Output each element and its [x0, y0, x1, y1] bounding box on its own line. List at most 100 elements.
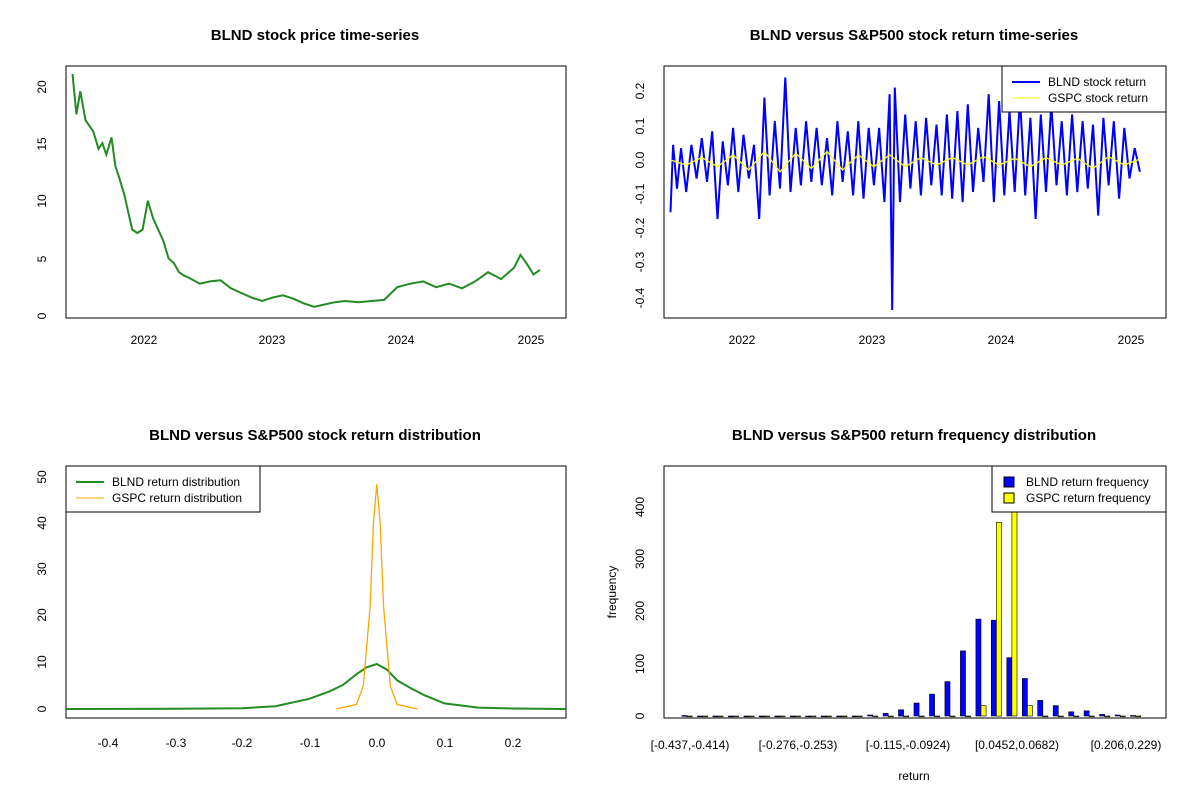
gspc-bar [856, 715, 863, 718]
y-tick-label: 40 [35, 516, 49, 530]
density-x-axis: -0.4 -0.3 -0.2 -0.1 0.0 0.1 0.2 [98, 736, 522, 750]
y-tick-label: -0.1 [633, 183, 647, 204]
gspc-bar [1088, 715, 1095, 718]
y-axis-label: frequency [605, 566, 619, 619]
blnd-bar [1114, 714, 1121, 717]
price-x-axis: 2022 2023 2024 2025 [131, 333, 545, 347]
blnd-bar [1021, 678, 1028, 717]
x-tick-label: [-0.437,-0.414) [651, 738, 730, 752]
y-tick-label: 50 [35, 470, 49, 484]
price-y-axis: 0 5 10 15 20 [35, 80, 49, 319]
blnd-bar [758, 715, 765, 718]
blnd-bar [1068, 711, 1075, 717]
legend-label: GSPC return frequency [1026, 491, 1151, 505]
y-tick-label: -0.2 [633, 217, 647, 238]
legend-label: BLND return distribution [112, 475, 240, 489]
density-plot-frame [65, 465, 567, 719]
gspc-bar [717, 715, 724, 718]
gspc-bar [887, 715, 894, 718]
x-tick-label: [0.0452,0.0682) [975, 738, 1059, 752]
gspc-bar [1135, 715, 1141, 718]
x-tick-label: [0.206,0.229) [1091, 738, 1162, 752]
legend-label: GSPC return distribution [112, 491, 242, 505]
blnd-bar [774, 715, 781, 718]
x-tick-label: 2023 [259, 333, 286, 347]
gspc-density-line [336, 484, 418, 710]
gspc-bar [702, 715, 708, 718]
gspc-bar [980, 705, 987, 717]
blnd-bar [975, 618, 982, 717]
legend-label: GSPC stock return [1048, 91, 1148, 105]
blnd-bar [681, 715, 688, 717]
y-tick-label: 5 [35, 255, 49, 262]
histogram-legend: BLND return frequency GSPC return freque… [991, 465, 1167, 513]
blnd-bar [1052, 705, 1059, 717]
y-tick-label: 0.1 [633, 117, 647, 134]
x-tick-label: -0.3 [166, 736, 187, 750]
blnd-bar [697, 715, 703, 718]
x-tick-label: 2023 [859, 333, 886, 347]
x-tick-label: -0.4 [98, 736, 119, 750]
density-chart: BLND versus S&P500 stock return distribu… [35, 427, 567, 750]
histogram-x-axis: [-0.437,-0.414) [-0.276,-0.253) [-0.115,… [651, 738, 1162, 752]
x-tick-label: 0.2 [505, 736, 522, 750]
price-chart: BLND stock price time-series 2022 2023 2… [35, 27, 567, 347]
density-legend: BLND return distribution GSPC return dis… [65, 465, 261, 513]
blnd-bar [836, 715, 843, 718]
gspc-bar [949, 715, 956, 718]
returns-legend: BLND stock return GSPC stock return [1001, 65, 1167, 113]
x-tick-label: 2024 [388, 333, 415, 347]
x-tick-label: 2022 [729, 333, 756, 347]
y-tick-label: 0.0 [633, 151, 647, 168]
y-tick-label: 10 [35, 655, 49, 669]
gspc-bar [779, 715, 786, 718]
y-tick-label: 200 [633, 601, 647, 621]
legend-swatch [1003, 476, 1015, 488]
legend-box [991, 465, 1167, 513]
gspc-bar [748, 715, 755, 718]
gspc-bar [1027, 705, 1033, 717]
y-tick-label: 20 [35, 608, 49, 622]
price-plot-frame [65, 65, 567, 319]
y-tick-label: 20 [35, 80, 49, 94]
blnd-bar [728, 715, 734, 718]
gspc-return-line [670, 150, 1141, 173]
legend-box [65, 465, 261, 513]
gspc-bar [825, 715, 832, 718]
gspc-bar [810, 715, 817, 718]
x-tick-label: 0.1 [437, 736, 454, 750]
x-axis-label: return [898, 769, 929, 783]
gspc-bar [872, 715, 879, 718]
x-tick-label: 2025 [1118, 333, 1145, 347]
blnd-bar [820, 715, 827, 718]
blnd-bar [1099, 714, 1105, 717]
gspc-bar [1042, 715, 1049, 718]
price-chart-title: BLND stock price time-series [211, 27, 419, 44]
blnd-bar [929, 693, 935, 717]
y-tick-label: 100 [633, 654, 647, 674]
returns-chart: BLND versus S&P500 stock return time-ser… [633, 27, 1167, 347]
x-tick-label: -0.1 [300, 736, 321, 750]
blnd-bar [712, 715, 719, 718]
y-tick-label: 0 [35, 705, 49, 712]
gspc-bar [841, 715, 848, 718]
legend-box [1001, 65, 1167, 113]
histogram-plot-frame [663, 465, 1167, 719]
gspc-bar [1073, 715, 1080, 718]
density-chart-title: BLND versus S&P500 stock return distribu… [149, 427, 481, 444]
blnd-bar [867, 714, 873, 717]
x-tick-label: [-0.115,-0.0924) [866, 738, 951, 752]
x-tick-label: -0.2 [232, 736, 253, 750]
blnd-bar [1083, 710, 1090, 717]
x-tick-label: 2024 [988, 333, 1015, 347]
gspc-bar [686, 715, 693, 718]
blnd-bar [898, 709, 904, 717]
density-y-axis: 0 10 20 30 40 50 [35, 470, 49, 712]
legend-label: BLND stock return [1048, 75, 1146, 89]
y-tick-label: 0 [35, 312, 49, 319]
y-tick-label: 10 [35, 194, 49, 208]
blnd-bar [1006, 657, 1013, 717]
returns-plot-frame [663, 65, 1167, 319]
blnd-bar [1130, 715, 1136, 717]
